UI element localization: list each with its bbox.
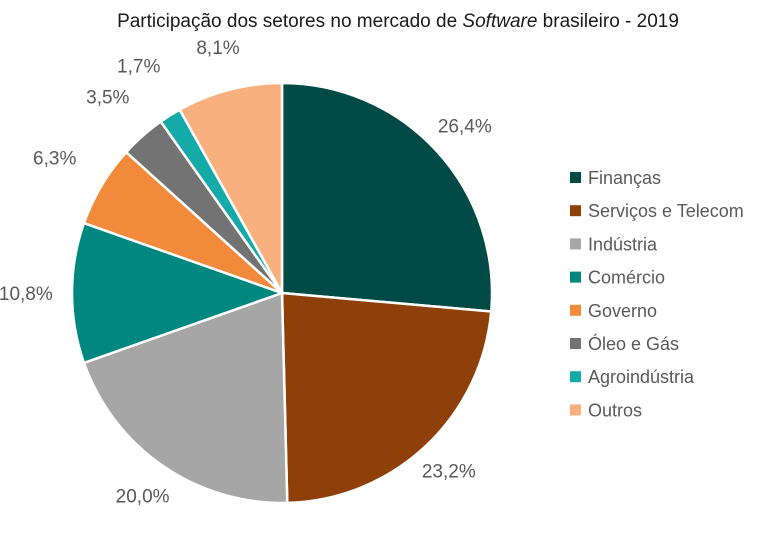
legend-label-outros: Outros xyxy=(588,400,642,420)
legend-swatch-agroindustria xyxy=(570,371,581,383)
chart-title-italic: Software xyxy=(462,11,537,32)
legend-label-oleo-e-gas: Óleo e Gás xyxy=(588,333,679,354)
legend-swatch-financas xyxy=(570,172,581,183)
pie-slices xyxy=(70,81,494,505)
legend: Finanças Serviços e Telecom Indústria Comér… xyxy=(570,168,744,420)
chart-title-end: brasileiro - 2019 xyxy=(537,11,679,32)
legend-label-agroindustria: Agroindústria xyxy=(588,367,695,387)
data-label-outros: 8,1% xyxy=(196,38,239,59)
chart-title: Participação dos setores no mercado de S… xyxy=(117,11,679,32)
legend-swatch-oleo-e-gas xyxy=(570,338,581,349)
pie-slice-financas xyxy=(280,81,494,313)
data-label-financas: 26,4% xyxy=(438,117,492,138)
chart-title-start: Participação dos setores no mercado de xyxy=(117,11,462,32)
legend-label-comercio: Comércio xyxy=(588,268,665,288)
pie-slice-servicos-e-telecom xyxy=(280,291,493,505)
legend-swatch-comercio xyxy=(570,271,581,283)
legend-label-servicos-e-telecom: Serviços e Telecom xyxy=(588,201,744,221)
data-label-comercio: 10,8% xyxy=(0,284,53,305)
pie-slice-outros xyxy=(177,81,284,298)
legend-label-industria: Indústria xyxy=(588,234,658,254)
legend-swatch-industria xyxy=(570,238,581,250)
legend-label-governo: Governo xyxy=(588,301,657,321)
data-label-oleo-e-gas: 3,5% xyxy=(86,88,129,109)
data-label-servicos-e-telecom: 23,2% xyxy=(422,462,476,483)
legend-swatch-servicos-e-telecom xyxy=(570,205,581,217)
legend-swatch-outros xyxy=(570,404,581,416)
pie-data-labels: 26,4% 23,2% 20,0% 10,8% 6,3% 3,5% 1,7% 8,1% xyxy=(0,38,492,507)
data-label-agroindustria: 1,7% xyxy=(117,57,160,78)
data-label-industria: 20,0% xyxy=(116,486,170,507)
data-label-governo: 6,3% xyxy=(33,149,76,170)
pie-slice-comercio xyxy=(70,221,286,365)
legend-label-financas: Finanças xyxy=(588,168,661,188)
legend-swatch-governo xyxy=(570,304,581,316)
